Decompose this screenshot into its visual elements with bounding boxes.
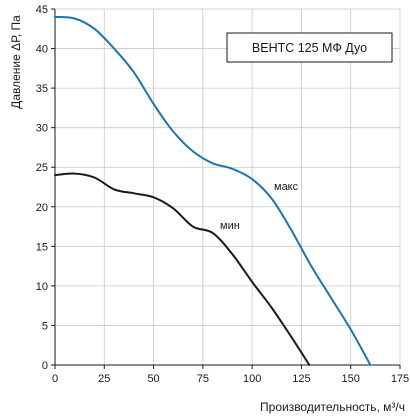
x-tick-label: 75 (197, 373, 209, 385)
y-tick-label: 20 (36, 202, 48, 214)
x-tick-label: 150 (342, 373, 360, 385)
x-tick-label: 100 (243, 373, 261, 385)
series-line-min (54, 172, 311, 366)
y-tick-label: 25 (36, 162, 48, 174)
y-tick-label: 0 (42, 360, 48, 372)
x-axis-title: Производительность, м³/ч (260, 400, 405, 414)
x-tick-label: 125 (292, 373, 310, 385)
y-tick-label: 10 (36, 281, 48, 293)
series-line-max (54, 15, 372, 366)
legend-box: ВЕНТС 125 МФ Дуо (226, 32, 393, 63)
axes (51, 8, 401, 369)
y-tick-label: 45 (36, 4, 48, 16)
y-tick-label: 30 (36, 123, 48, 135)
series-label-max: макс (274, 181, 299, 193)
y-axis-title: Давление ΔР, Па (9, 15, 23, 109)
x-tick-label: 175 (391, 373, 409, 385)
series-label-min: мин (220, 220, 240, 232)
tick-labels: 0 25 50 75 100 125 150 175 0 5 10 15 20 25 30 35 40 45 (36, 4, 409, 385)
legend-frame (226, 32, 393, 63)
x-tick-label: 50 (147, 373, 159, 385)
x-tick-label: 25 (98, 373, 110, 385)
y-tick-label: 15 (36, 241, 48, 253)
series-lines (54, 15, 372, 366)
y-tick-label: 40 (36, 44, 48, 56)
x-tick-label: 0 (52, 373, 58, 385)
y-tick-label: 35 (36, 83, 48, 95)
y-tick-label: 5 (42, 320, 48, 332)
chart-title: ВЕНТС 125 МФ Дуо (252, 41, 367, 55)
